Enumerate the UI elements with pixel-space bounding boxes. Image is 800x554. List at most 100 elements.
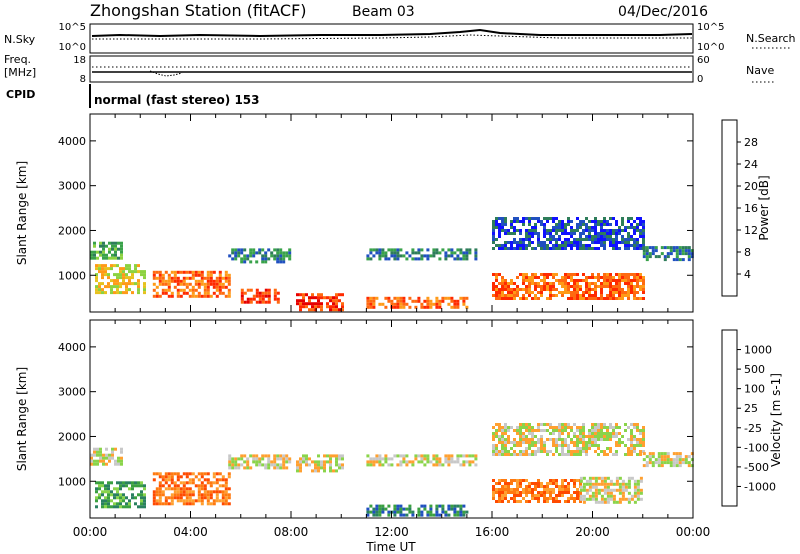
power-echo-cell [573, 291, 576, 294]
velocity-echo-cell [513, 429, 516, 432]
velocity-echo-cell [426, 510, 430, 514]
velocity-echo-cell [540, 450, 543, 453]
velocity-echo-cell [387, 457, 391, 461]
power-echo-cell [543, 247, 546, 250]
power-echo-cell [143, 273, 146, 277]
velocity-echo-cell [246, 457, 250, 461]
velocity-echo-cell [117, 459, 120, 463]
velocity-echo-cell [618, 432, 621, 435]
power-echo-cell [501, 247, 504, 250]
power-echo-cell [612, 238, 615, 241]
power-echo-cell [582, 297, 585, 300]
velocity-echo-cell [525, 438, 528, 441]
power-echo-cell [125, 282, 128, 286]
power-echo-cell [573, 297, 576, 300]
power-echo-cell [95, 279, 98, 283]
velocity-echo-cell [423, 457, 427, 461]
velocity-echo-cell [552, 482, 555, 485]
power-echo-cell [501, 282, 504, 285]
power-echo-cell [549, 247, 552, 250]
power-echo-cell [432, 302, 436, 306]
velocity-echo-cell [498, 488, 501, 491]
power-echo-cell [582, 220, 585, 223]
velocity-echo-cell [516, 432, 519, 435]
velocity-echo-cell [188, 490, 192, 494]
power-echo-cell [591, 238, 594, 241]
velocity-echo-cell [228, 463, 232, 467]
power-echo-cell [161, 282, 165, 286]
power-echo-cell [158, 270, 162, 274]
velocity-echo-cell [197, 484, 201, 488]
power-echo-cell [332, 308, 335, 312]
power-echo-cell [372, 302, 376, 306]
velocity-echo-cell [243, 466, 247, 470]
velocity-echo-cell [369, 510, 373, 514]
velocity-echo-cell [543, 494, 546, 497]
power-echo-cell [636, 276, 639, 279]
power-echo-cell [111, 244, 114, 248]
velocity-echo-cell [531, 488, 534, 491]
velocity-echo-cell [393, 513, 397, 517]
velocity-echo-cell [279, 454, 283, 458]
velocity-echo-cell [594, 426, 597, 429]
velocity-echo-cell [651, 455, 655, 459]
power-echo-cell [561, 232, 564, 235]
power-echo-cell [606, 220, 609, 223]
nsearch-tick-bottom: 10^0 [697, 42, 724, 53]
velocity-echo-cell [194, 475, 198, 479]
power-echo-cell [173, 270, 177, 274]
power-echo-cell [279, 254, 283, 258]
power-echo-cell [206, 282, 210, 286]
power-echo-cell [615, 297, 618, 300]
velocity-echo-cell [143, 499, 146, 503]
velocity-echo-cell [528, 432, 531, 435]
power-echo-cell [588, 232, 591, 235]
velocity-echo-cell [516, 429, 519, 432]
power-echo-cell [459, 296, 463, 300]
power-echo-cell [624, 279, 627, 282]
power-echo-cell [420, 248, 424, 252]
power-echo-cell [93, 256, 96, 260]
power-echo-cell [513, 282, 516, 285]
velocity-echo-cell [522, 441, 525, 444]
velocity-echo-cell [152, 493, 156, 497]
power-echo-cell [459, 257, 463, 261]
velocity-echo-cell [624, 485, 628, 489]
power-echo-cell [567, 291, 570, 294]
power-echo-cell [558, 238, 561, 241]
velocity-echo-cell [246, 460, 250, 464]
power-echo-cell [498, 223, 501, 226]
velocity-echo-cell [615, 482, 619, 486]
velocity-echo-cell [579, 491, 582, 494]
power-echo-cell [282, 257, 286, 261]
power-echo-cell [249, 288, 253, 292]
velocity-echo-cell [516, 426, 519, 429]
power-echo-cell [194, 273, 198, 277]
power-echo-cell [492, 285, 495, 288]
velocity-echo-cell [669, 461, 673, 465]
power-echo-cell [510, 294, 513, 297]
power-echo-cell [591, 273, 594, 276]
velocity-echo-cell [600, 494, 604, 498]
power-echo-cell [212, 270, 216, 274]
power-echo-cell [639, 288, 642, 291]
velocity-echo-cell [501, 500, 504, 503]
velocity-echo-cell [417, 513, 421, 517]
velocity-echo-cell [429, 504, 433, 508]
power-echo-cell [519, 232, 522, 235]
velocity-echo-cell [164, 481, 168, 485]
power-echo-cell [261, 291, 265, 295]
power-echo-cell [164, 288, 168, 292]
velocity-echo-cell [110, 505, 113, 509]
power-echo-cell [603, 241, 606, 244]
power-echo-cell [660, 246, 664, 250]
velocity-echo-cell [588, 435, 591, 438]
power-echo-cell [564, 244, 567, 247]
nave-tick-top: 60 [697, 55, 710, 66]
velocity-ytick-label: 1000 [58, 475, 86, 488]
power-echo-cell [203, 282, 207, 286]
power-echo-cell [633, 291, 636, 294]
power-echo-cell [546, 244, 549, 247]
power-echo-cell [579, 279, 582, 282]
power-echo-cell [555, 288, 558, 291]
